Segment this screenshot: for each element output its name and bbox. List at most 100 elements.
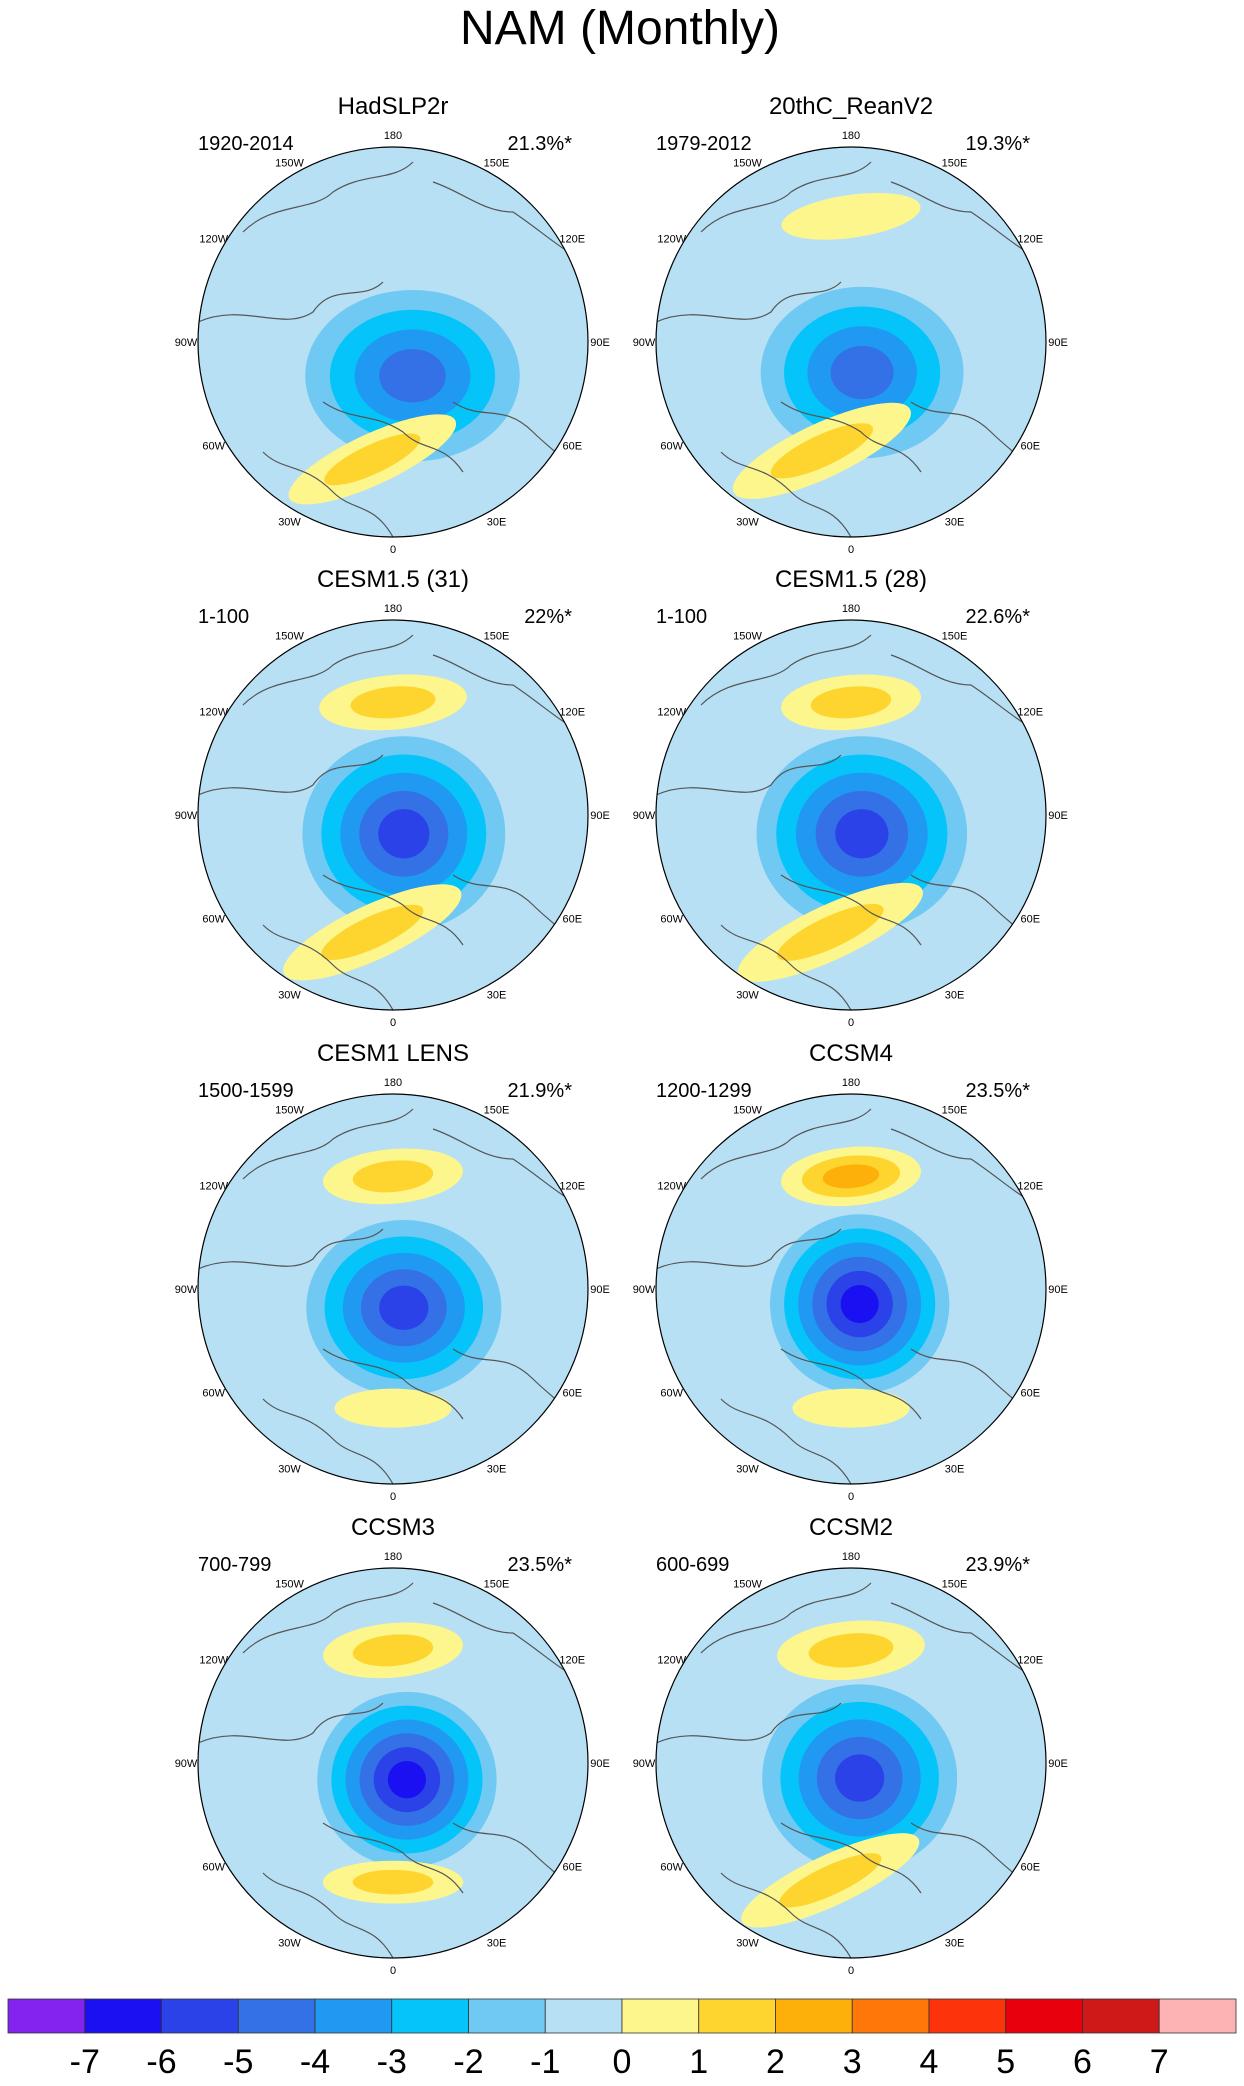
lon-label: 60E — [562, 1862, 582, 1874]
lon-label: 60W — [202, 914, 225, 926]
panels: HadSLP2r 1920-2014 21.3%* 180 150E 120E 90E 60E… — [175, 93, 1068, 1977]
contour-fill — [835, 809, 889, 859]
map-field — [656, 620, 1046, 1010]
panel-period: 700-799 — [198, 1554, 271, 1576]
panel-period: 600-699 — [656, 1554, 729, 1576]
coastline — [656, 281, 842, 323]
lon-label: 60W — [660, 1388, 683, 1400]
panel-period: 1920-2014 — [198, 133, 294, 155]
map-field — [656, 1094, 1046, 1484]
lon-label: 60E — [562, 914, 582, 926]
contour-fill — [352, 1160, 434, 1193]
map-field — [198, 147, 588, 537]
lon-label: 120E — [559, 707, 585, 719]
lon-label: 30E — [945, 989, 965, 1001]
lon-label: 30E — [945, 1937, 965, 1949]
colorbar-tick: -1 — [530, 2043, 560, 2081]
contour-fill — [321, 904, 424, 960]
panel-6: CCSM3 700-799 23.5%* 180 150E 120E 90E 60E 30E 0 3… — [175, 1514, 610, 1977]
lon-label: 30W — [736, 1937, 759, 1949]
colorbar-tick: 2 — [766, 2043, 785, 2081]
panel-period: 1-100 — [656, 606, 707, 628]
coastline — [656, 754, 842, 796]
colorbar-tick: 4 — [920, 2043, 939, 2081]
lon-label: 0 — [390, 1965, 396, 1977]
lon-label: 0 — [848, 1491, 854, 1503]
panel-2: CESM1.5 (31) 1-100 22%* 180 150E 120E 90E 60E 30… — [175, 566, 610, 1029]
colorbar-swatch — [84, 1998, 162, 2034]
lon-label: 150E — [942, 158, 968, 170]
lon-label: 120E — [1017, 234, 1043, 246]
panel-4: CESM1 LENS 1500-1599 21.9%* 180 150E 120E 90E 6… — [175, 1040, 610, 1503]
map-field — [656, 1568, 1046, 1958]
lon-label: 120W — [657, 1181, 686, 1193]
lon-label: 30E — [487, 989, 507, 1001]
lon-label: 60W — [660, 441, 683, 453]
lon-label: 90W — [175, 1284, 198, 1296]
lon-label: 150W — [733, 158, 762, 170]
contour-fill — [379, 1285, 429, 1330]
coastline — [242, 161, 414, 233]
colorbar-swatch — [1005, 1998, 1083, 2034]
lon-label: 0 — [848, 544, 854, 556]
lon-label: 60E — [1020, 1388, 1040, 1400]
contour-fill — [779, 1853, 882, 1908]
coastline — [262, 924, 394, 1010]
map-field — [198, 1568, 588, 1958]
colorbar-swatch — [468, 1998, 546, 2034]
lon-label: 0 — [390, 1491, 396, 1503]
panel-variance: 19.3%* — [966, 133, 1031, 155]
colorbar-swatch — [621, 1998, 700, 2034]
contour-fill — [324, 433, 421, 486]
colorbar-tick: 3 — [843, 2043, 862, 2081]
coastline — [262, 1872, 394, 1958]
colorbar-tick: 7 — [1150, 2043, 1169, 2081]
coastline — [198, 1702, 384, 1744]
lon-label: 180 — [384, 1077, 402, 1089]
colorbar-swatch — [314, 1998, 393, 2034]
coastline — [242, 1108, 414, 1180]
panel-variance: 21.9%* — [508, 1080, 573, 1102]
map-boundary — [655, 146, 1047, 538]
lon-label: 150E — [942, 1579, 968, 1591]
panel-3: CESM1.5 (28) 1-100 22.6%* 180 150E 120E 90E 60E… — [633, 566, 1068, 1029]
lon-label: 120E — [559, 1655, 585, 1667]
map-boundary — [197, 1093, 589, 1485]
lon-label: 90E — [1048, 1758, 1068, 1770]
lon-label: 60E — [1020, 1862, 1040, 1874]
coastline — [780, 874, 922, 946]
lon-label: 150E — [942, 1105, 968, 1117]
colorbar-tick: -2 — [453, 2043, 483, 2081]
colorbar-tick: -5 — [223, 2043, 253, 2081]
colorbar-tick: 5 — [996, 2043, 1015, 2081]
colorbar-tick: 1 — [689, 2043, 708, 2081]
lon-label: 60W — [660, 914, 683, 926]
lon-label: 30E — [487, 1937, 507, 1949]
lon-label: 0 — [848, 1965, 854, 1977]
coastline — [198, 1228, 384, 1270]
coastline — [198, 754, 384, 796]
panel-period: 1500-1599 — [198, 1080, 294, 1102]
lon-label: 120W — [199, 1655, 228, 1667]
colorbar-tick: -3 — [377, 2043, 407, 2081]
coastline — [242, 634, 414, 706]
lon-label: 150W — [275, 158, 304, 170]
lon-label: 90E — [590, 337, 610, 349]
coastline — [262, 451, 394, 537]
coastline — [656, 1228, 842, 1270]
lon-label: 120E — [1017, 707, 1043, 719]
colorbar-swatch — [544, 1998, 623, 2034]
colorbar-swatch — [1082, 1998, 1160, 2034]
panel-period: 1979-2012 — [656, 133, 752, 155]
lon-label: 120W — [657, 707, 686, 719]
colorbar-tick: -6 — [146, 2043, 176, 2081]
coastline — [700, 161, 872, 233]
colorbar-tick: -4 — [300, 2043, 330, 2081]
colorbar-swatch — [1158, 1998, 1237, 2034]
lon-label: 90E — [590, 1284, 610, 1296]
coastline — [780, 1822, 922, 1894]
coastline — [780, 1348, 922, 1420]
contour-fill — [352, 1634, 434, 1667]
panel-variance: 23.5%* — [508, 1554, 573, 1576]
